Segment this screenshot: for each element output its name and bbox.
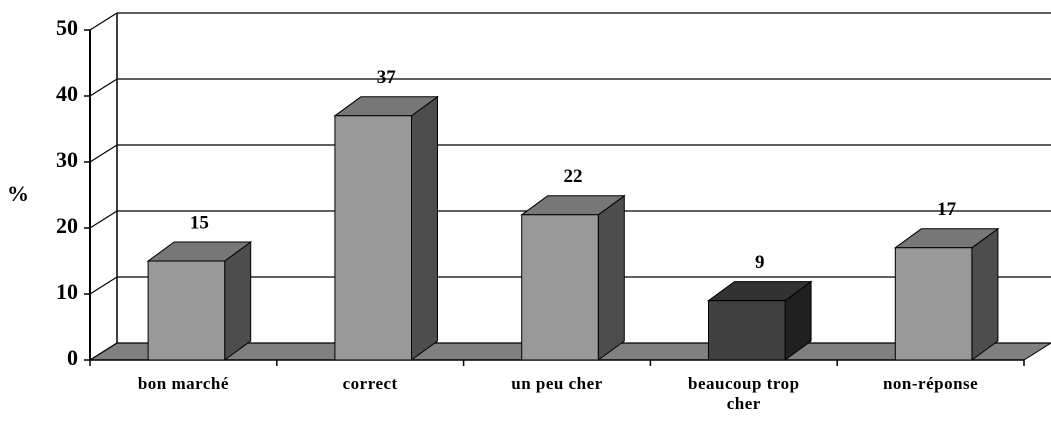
grid-diagonal xyxy=(89,78,118,97)
bar-front xyxy=(147,260,226,361)
x-tick-label: bon marché xyxy=(137,374,229,393)
bar-side xyxy=(971,227,999,361)
grid-diagonal xyxy=(89,144,118,163)
value-label: 17 xyxy=(937,199,957,220)
x-tick-label: un peu cher xyxy=(511,374,603,393)
bar xyxy=(706,280,813,361)
value-label: 9 xyxy=(755,252,765,273)
grid-diagonal xyxy=(89,342,118,361)
bar-side xyxy=(410,95,438,361)
y-axis-label: % xyxy=(7,181,29,206)
value-label: 15 xyxy=(190,212,209,233)
bar xyxy=(520,194,626,361)
y-tick-label: 20 xyxy=(56,213,78,238)
bar-side xyxy=(597,194,625,361)
x-tick-label: correct xyxy=(342,374,398,393)
grid-diagonal xyxy=(89,276,118,295)
x-tick-label: beaucoup trop cher xyxy=(688,374,800,413)
y-tick-label: 10 xyxy=(56,279,78,304)
y-tick-label: 0 xyxy=(67,345,78,370)
bar-front xyxy=(708,300,786,361)
bar-front xyxy=(334,115,412,361)
y-tick-label: 50 xyxy=(56,15,78,40)
x-tick-label: non-réponse xyxy=(882,374,979,393)
value-label: 37 xyxy=(377,67,397,88)
y-tick-label: 30 xyxy=(56,147,78,172)
grid-diagonal xyxy=(89,12,118,31)
bar xyxy=(146,241,253,361)
grid-diagonal xyxy=(89,210,118,229)
value-label: 22 xyxy=(564,166,583,187)
bar-side xyxy=(224,241,252,361)
bar xyxy=(333,95,440,361)
y-tick-label: 40 xyxy=(56,81,78,106)
bar xyxy=(893,227,1000,361)
bar-front xyxy=(894,247,973,361)
bar-front xyxy=(521,214,599,361)
